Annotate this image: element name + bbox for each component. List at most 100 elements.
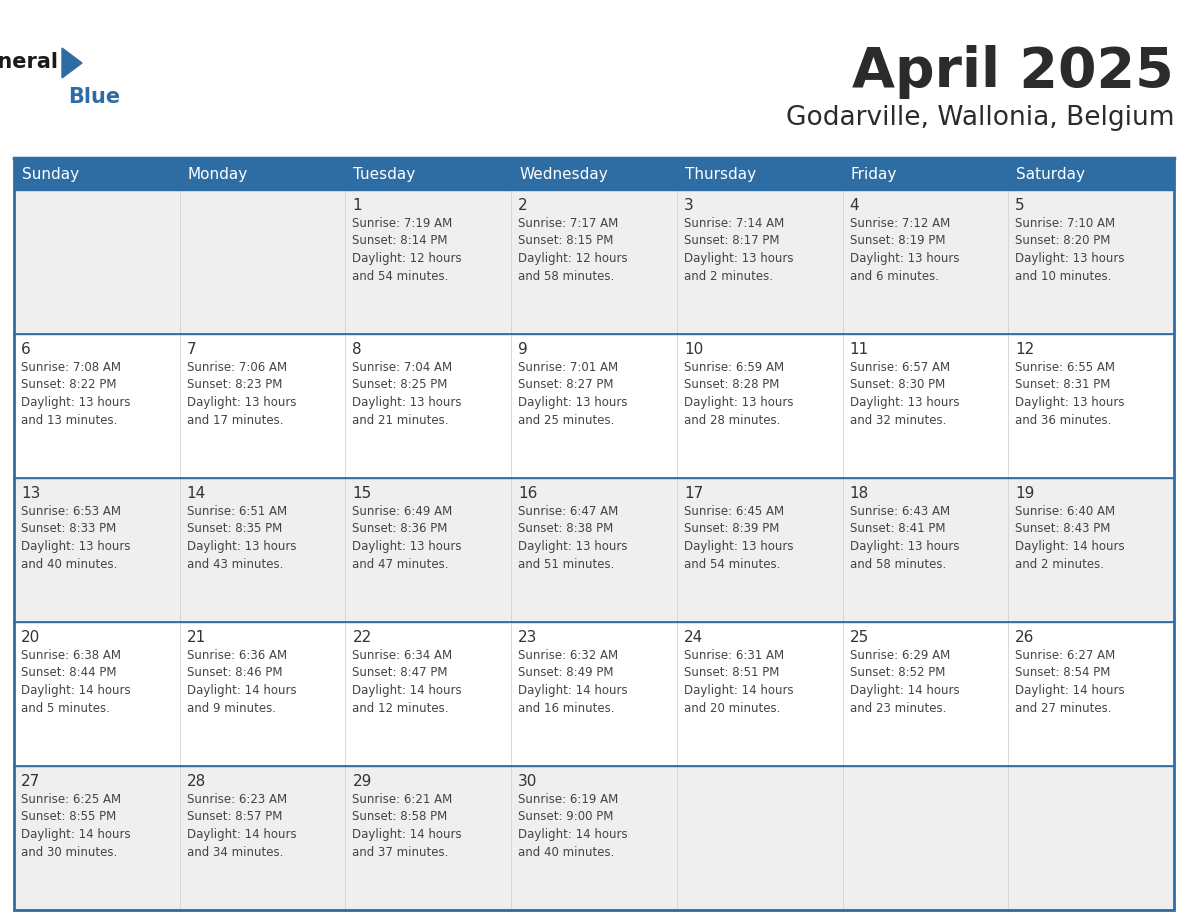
Text: Sunrise: 6:23 AM
Sunset: 8:57 PM
Daylight: 14 hours
and 34 minutes.: Sunrise: 6:23 AM Sunset: 8:57 PM Dayligh… xyxy=(187,793,296,858)
Text: Friday: Friday xyxy=(851,166,897,182)
Text: 12: 12 xyxy=(1016,342,1035,357)
Text: Wednesday: Wednesday xyxy=(519,166,608,182)
Text: Sunrise: 7:19 AM
Sunset: 8:14 PM
Daylight: 12 hours
and 54 minutes.: Sunrise: 7:19 AM Sunset: 8:14 PM Dayligh… xyxy=(353,217,462,283)
Text: 2: 2 xyxy=(518,198,527,213)
Bar xyxy=(1009,766,1174,910)
Text: Sunrise: 6:43 AM
Sunset: 8:41 PM
Daylight: 13 hours
and 58 minutes.: Sunrise: 6:43 AM Sunset: 8:41 PM Dayligh… xyxy=(849,505,959,570)
Text: 5: 5 xyxy=(1016,198,1025,213)
Text: Sunrise: 6:40 AM
Sunset: 8:43 PM
Daylight: 14 hours
and 2 minutes.: Sunrise: 6:40 AM Sunset: 8:43 PM Dayligh… xyxy=(1016,505,1125,570)
Text: 19: 19 xyxy=(1016,486,1035,501)
Text: Sunrise: 6:21 AM
Sunset: 8:58 PM
Daylight: 14 hours
and 37 minutes.: Sunrise: 6:21 AM Sunset: 8:58 PM Dayligh… xyxy=(353,793,462,858)
Text: Sunrise: 6:49 AM
Sunset: 8:36 PM
Daylight: 13 hours
and 47 minutes.: Sunrise: 6:49 AM Sunset: 8:36 PM Dayligh… xyxy=(353,505,462,570)
Text: 9: 9 xyxy=(518,342,527,357)
Text: Sunrise: 6:55 AM
Sunset: 8:31 PM
Daylight: 13 hours
and 36 minutes.: Sunrise: 6:55 AM Sunset: 8:31 PM Dayligh… xyxy=(1016,361,1125,427)
Text: Sunrise: 7:17 AM
Sunset: 8:15 PM
Daylight: 12 hours
and 58 minutes.: Sunrise: 7:17 AM Sunset: 8:15 PM Dayligh… xyxy=(518,217,627,283)
Bar xyxy=(842,478,1009,622)
Bar xyxy=(511,190,677,334)
Text: 8: 8 xyxy=(353,342,362,357)
Bar xyxy=(179,622,346,766)
Text: 28: 28 xyxy=(187,774,206,789)
Bar xyxy=(14,158,1174,190)
Text: Sunrise: 7:06 AM
Sunset: 8:23 PM
Daylight: 13 hours
and 17 minutes.: Sunrise: 7:06 AM Sunset: 8:23 PM Dayligh… xyxy=(187,361,296,427)
Bar xyxy=(346,766,511,910)
Bar xyxy=(511,478,677,622)
Bar xyxy=(14,334,179,478)
Text: Sunrise: 7:01 AM
Sunset: 8:27 PM
Daylight: 13 hours
and 25 minutes.: Sunrise: 7:01 AM Sunset: 8:27 PM Dayligh… xyxy=(518,361,627,427)
Text: 11: 11 xyxy=(849,342,868,357)
Text: Sunrise: 7:04 AM
Sunset: 8:25 PM
Daylight: 13 hours
and 21 minutes.: Sunrise: 7:04 AM Sunset: 8:25 PM Dayligh… xyxy=(353,361,462,427)
Text: 14: 14 xyxy=(187,486,206,501)
Text: General: General xyxy=(0,52,58,72)
Polygon shape xyxy=(62,48,82,78)
Text: Sunrise: 6:32 AM
Sunset: 8:49 PM
Daylight: 14 hours
and 16 minutes.: Sunrise: 6:32 AM Sunset: 8:49 PM Dayligh… xyxy=(518,649,627,714)
Bar xyxy=(677,334,842,478)
Text: 20: 20 xyxy=(21,630,40,645)
Bar xyxy=(677,766,842,910)
Bar xyxy=(842,766,1009,910)
Text: 18: 18 xyxy=(849,486,868,501)
Text: 4: 4 xyxy=(849,198,859,213)
Bar xyxy=(179,478,346,622)
Bar xyxy=(511,622,677,766)
Text: Sunrise: 6:29 AM
Sunset: 8:52 PM
Daylight: 14 hours
and 23 minutes.: Sunrise: 6:29 AM Sunset: 8:52 PM Dayligh… xyxy=(849,649,959,714)
Text: Saturday: Saturday xyxy=(1016,166,1086,182)
Bar xyxy=(14,766,179,910)
Text: Blue: Blue xyxy=(68,87,120,107)
Text: 21: 21 xyxy=(187,630,206,645)
Text: 24: 24 xyxy=(684,630,703,645)
Text: 1: 1 xyxy=(353,198,362,213)
Text: Sunday: Sunday xyxy=(23,166,80,182)
Text: Sunrise: 7:12 AM
Sunset: 8:19 PM
Daylight: 13 hours
and 6 minutes.: Sunrise: 7:12 AM Sunset: 8:19 PM Dayligh… xyxy=(849,217,959,283)
Bar xyxy=(511,766,677,910)
Bar xyxy=(677,190,842,334)
Bar xyxy=(1009,190,1174,334)
Text: Sunrise: 6:27 AM
Sunset: 8:54 PM
Daylight: 14 hours
and 27 minutes.: Sunrise: 6:27 AM Sunset: 8:54 PM Dayligh… xyxy=(1016,649,1125,714)
Bar xyxy=(842,622,1009,766)
Text: Sunrise: 6:45 AM
Sunset: 8:39 PM
Daylight: 13 hours
and 54 minutes.: Sunrise: 6:45 AM Sunset: 8:39 PM Dayligh… xyxy=(684,505,794,570)
Text: 16: 16 xyxy=(518,486,537,501)
Bar xyxy=(14,190,179,334)
Text: 23: 23 xyxy=(518,630,537,645)
Text: 17: 17 xyxy=(684,486,703,501)
Text: 27: 27 xyxy=(21,774,40,789)
Bar xyxy=(842,334,1009,478)
Bar xyxy=(677,622,842,766)
Bar xyxy=(14,622,179,766)
Text: Sunrise: 7:10 AM
Sunset: 8:20 PM
Daylight: 13 hours
and 10 minutes.: Sunrise: 7:10 AM Sunset: 8:20 PM Dayligh… xyxy=(1016,217,1125,283)
Bar xyxy=(677,478,842,622)
Text: Sunrise: 6:31 AM
Sunset: 8:51 PM
Daylight: 14 hours
and 20 minutes.: Sunrise: 6:31 AM Sunset: 8:51 PM Dayligh… xyxy=(684,649,794,714)
Bar xyxy=(179,334,346,478)
Bar xyxy=(179,190,346,334)
Text: Sunrise: 6:51 AM
Sunset: 8:35 PM
Daylight: 13 hours
and 43 minutes.: Sunrise: 6:51 AM Sunset: 8:35 PM Dayligh… xyxy=(187,505,296,570)
Text: 7: 7 xyxy=(187,342,196,357)
Bar xyxy=(179,766,346,910)
Text: Sunrise: 6:38 AM
Sunset: 8:44 PM
Daylight: 14 hours
and 5 minutes.: Sunrise: 6:38 AM Sunset: 8:44 PM Dayligh… xyxy=(21,649,131,714)
Text: 15: 15 xyxy=(353,486,372,501)
Bar xyxy=(842,190,1009,334)
Text: 26: 26 xyxy=(1016,630,1035,645)
Bar xyxy=(1009,334,1174,478)
Text: Monday: Monday xyxy=(188,166,248,182)
Bar xyxy=(346,622,511,766)
Text: Sunrise: 6:57 AM
Sunset: 8:30 PM
Daylight: 13 hours
and 32 minutes.: Sunrise: 6:57 AM Sunset: 8:30 PM Dayligh… xyxy=(849,361,959,427)
Text: Sunrise: 6:25 AM
Sunset: 8:55 PM
Daylight: 14 hours
and 30 minutes.: Sunrise: 6:25 AM Sunset: 8:55 PM Dayligh… xyxy=(21,793,131,858)
Text: Sunrise: 6:59 AM
Sunset: 8:28 PM
Daylight: 13 hours
and 28 minutes.: Sunrise: 6:59 AM Sunset: 8:28 PM Dayligh… xyxy=(684,361,794,427)
Bar xyxy=(1009,622,1174,766)
Text: 10: 10 xyxy=(684,342,703,357)
Bar xyxy=(14,158,1174,910)
Text: 13: 13 xyxy=(21,486,40,501)
Bar xyxy=(14,478,179,622)
Text: 3: 3 xyxy=(684,198,694,213)
Bar xyxy=(346,190,511,334)
Bar xyxy=(346,478,511,622)
Bar xyxy=(1009,478,1174,622)
Bar xyxy=(511,334,677,478)
Text: 22: 22 xyxy=(353,630,372,645)
Text: Sunrise: 6:53 AM
Sunset: 8:33 PM
Daylight: 13 hours
and 40 minutes.: Sunrise: 6:53 AM Sunset: 8:33 PM Dayligh… xyxy=(21,505,131,570)
Bar xyxy=(346,334,511,478)
Text: Sunrise: 6:36 AM
Sunset: 8:46 PM
Daylight: 14 hours
and 9 minutes.: Sunrise: 6:36 AM Sunset: 8:46 PM Dayligh… xyxy=(187,649,296,714)
Text: 6: 6 xyxy=(21,342,31,357)
Text: Thursday: Thursday xyxy=(684,166,756,182)
Text: 30: 30 xyxy=(518,774,537,789)
Text: Sunrise: 7:08 AM
Sunset: 8:22 PM
Daylight: 13 hours
and 13 minutes.: Sunrise: 7:08 AM Sunset: 8:22 PM Dayligh… xyxy=(21,361,131,427)
